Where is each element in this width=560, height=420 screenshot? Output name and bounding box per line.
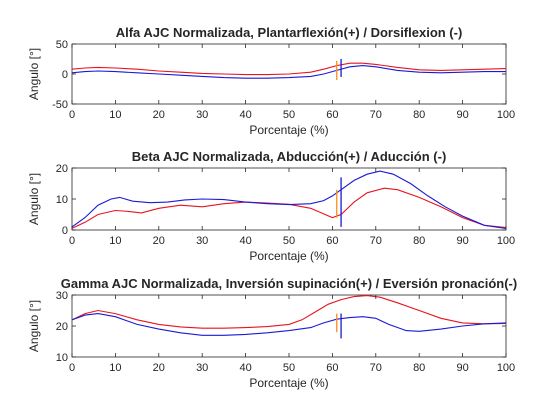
y-axis-label: Angulo [°] — [27, 48, 41, 100]
series-group — [72, 295, 506, 339]
chart-title: Beta AJC Normalizada, Abducción(+) / Adu… — [132, 149, 447, 164]
x-tick-label: 30 — [196, 235, 208, 247]
x-tick-label: 100 — [497, 109, 515, 121]
x-tick-label: 40 — [239, 109, 251, 121]
series-line-blue — [72, 313, 506, 336]
x-tick-label: 90 — [456, 109, 468, 121]
x-tick-label: 40 — [239, 362, 251, 374]
series-line-red — [72, 62, 506, 76]
x-tick-label: 10 — [109, 235, 121, 247]
y-tick-label: 20 — [56, 321, 68, 333]
y-axis-label: Angulo [°] — [27, 300, 41, 352]
x-tick-label: 60 — [326, 235, 338, 247]
y-tick-label: 0 — [62, 69, 68, 81]
x-tick-label: 80 — [413, 362, 425, 374]
series-line-blue — [72, 65, 506, 79]
x-tick-label: 60 — [326, 362, 338, 374]
x-tick-label: 10 — [109, 109, 121, 121]
x-tick-label: 80 — [413, 109, 425, 121]
plot-area — [71, 167, 507, 231]
x-tick-label: 30 — [196, 109, 208, 121]
tick-group: 0 10 20 30 40 50 60 70 80 90 100 0 10 20 — [56, 163, 515, 247]
x-tick-label: 20 — [153, 235, 165, 247]
y-tick-label: 50 — [56, 39, 68, 51]
x-axis-label: Porcentaje (%) — [249, 123, 328, 137]
x-tick-label: 50 — [283, 235, 295, 247]
x-tick-label: 20 — [153, 109, 165, 121]
series-group — [72, 170, 506, 229]
y-tick-label: 0 — [62, 225, 68, 237]
series-line-red — [72, 295, 506, 329]
chart-title: Alfa AJC Normalizada, Plantarflexión(+) … — [116, 25, 463, 40]
chart-gamma: Gamma AJC Normalizada, Inversión supinac… — [27, 276, 517, 390]
y-tick-label: 10 — [56, 194, 68, 206]
x-tick-label: 90 — [456, 235, 468, 247]
x-tick-label: 80 — [413, 235, 425, 247]
x-tick-label: 70 — [370, 235, 382, 247]
series-group — [72, 59, 506, 80]
x-tick-label: 70 — [370, 362, 382, 374]
y-tick-label: 20 — [56, 163, 68, 175]
series-line-red — [72, 187, 506, 229]
x-tick-label: 0 — [69, 109, 75, 121]
x-tick-label: 50 — [283, 362, 295, 374]
chart-beta: Beta AJC Normalizada, Abducción(+) / Adu… — [27, 149, 515, 263]
x-tick-label: 0 — [69, 362, 75, 374]
chart-title: Gamma AJC Normalizada, Inversión supinac… — [61, 276, 517, 291]
x-tick-label: 60 — [326, 109, 338, 121]
chart-alfa: Alfa AJC Normalizada, Plantarflexión(+) … — [27, 25, 515, 137]
series-line-blue — [72, 170, 506, 229]
x-tick-label: 50 — [283, 109, 295, 121]
x-tick-label: 40 — [239, 235, 251, 247]
x-tick-label: 30 — [196, 362, 208, 374]
y-tick-label: -50 — [52, 99, 68, 111]
x-tick-label: 20 — [153, 362, 165, 374]
x-tick-label: 100 — [497, 235, 515, 247]
y-tick-label: 10 — [56, 352, 68, 364]
y-axis-label: Angulo [°] — [27, 173, 41, 225]
y-tick-label: 30 — [56, 290, 68, 302]
x-tick-label: 70 — [370, 109, 382, 121]
x-tick-label: 100 — [497, 362, 515, 374]
plot-area — [71, 294, 507, 358]
x-tick-label: 10 — [109, 362, 121, 374]
x-axis-label: Porcentaje (%) — [249, 376, 328, 390]
x-axis-label: Porcentaje (%) — [249, 249, 328, 263]
x-tick-label: 0 — [69, 235, 75, 247]
x-tick-label: 90 — [456, 362, 468, 374]
